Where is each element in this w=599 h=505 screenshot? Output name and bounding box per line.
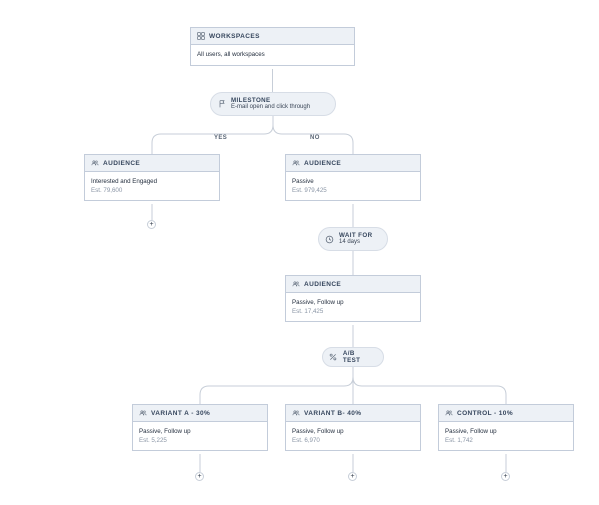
node-header: AUDIENCE — [286, 276, 420, 293]
clock-icon — [325, 235, 334, 244]
audience-icon — [91, 159, 99, 167]
node-body-line1: Passive, Follow up — [292, 428, 414, 437]
audience-icon — [445, 409, 453, 417]
node-title: AUDIENCE — [304, 281, 341, 288]
branch-label: NO — [310, 135, 320, 141]
node-header: WORKSPACES — [191, 28, 354, 45]
node-audYes[interactable]: AUDIENCE Interested and EngagedEst. 79,60… — [84, 154, 220, 201]
node-audFollow[interactable]: AUDIENCE Passive, Follow upEst. 17,425 — [285, 275, 421, 322]
node-header: VARIANT B- 40% — [286, 405, 420, 422]
node-header: VARIANT A - 30% — [133, 405, 267, 422]
node-title: VARIANT B- 40% — [304, 410, 362, 417]
workspaces-icon — [197, 32, 205, 40]
pill-milestone[interactable]: MILESTONEE-mail open and click through — [210, 92, 336, 116]
node-header: CONTROL - 10% — [439, 405, 573, 422]
audience-icon — [292, 409, 300, 417]
node-title: WORKSPACES — [209, 33, 260, 40]
node-body-line2: Est. 5,225 — [139, 437, 261, 446]
node-body-line1: Passive — [292, 178, 414, 187]
node-body-line2: Est. 979,425 — [292, 187, 414, 196]
pill-abtest[interactable]: A/B TEST — [322, 347, 384, 367]
flag-icon — [217, 100, 226, 109]
node-body-line1: All users, all workspaces — [197, 51, 348, 60]
node-control[interactable]: CONTROL - 10% Passive, Follow upEst. 1,74… — [438, 404, 574, 451]
node-header: AUDIENCE — [286, 155, 420, 172]
node-body-line2: Est. 17,425 — [292, 308, 414, 317]
pill-title: A/B TEST — [343, 350, 374, 365]
add-step-button[interactable]: + — [147, 220, 156, 229]
pill-text: MILESTONEE-mail open and click through — [231, 97, 310, 112]
node-body-line1: Passive, Follow up — [292, 299, 414, 308]
node-audNo[interactable]: AUDIENCE PassiveEst. 979,425 — [285, 154, 421, 201]
pill-text: A/B TEST — [343, 350, 374, 365]
add-step-button[interactable]: + — [348, 472, 357, 481]
pill-wait[interactable]: WAIT FOR14 days — [318, 227, 388, 251]
audience-icon — [292, 159, 300, 167]
pill-title: MILESTONE — [231, 97, 310, 104]
audience-icon — [292, 280, 300, 288]
audience-icon — [139, 409, 147, 417]
node-title: AUDIENCE — [304, 160, 341, 167]
node-body: All users, all workspaces — [191, 45, 354, 65]
add-step-button[interactable]: + — [501, 472, 510, 481]
node-body-line2: Est. 1,742 — [445, 437, 567, 446]
node-varB[interactable]: VARIANT B- 40% Passive, Follow upEst. 6,9… — [285, 404, 421, 451]
node-body: Passive, Follow upEst. 5,225 — [133, 422, 267, 450]
node-body-line2: Est. 79,600 — [91, 187, 213, 196]
node-body: Passive, Follow upEst. 17,425 — [286, 293, 420, 321]
node-body-line2: Est. 6,970 — [292, 437, 414, 446]
branch-label: YES — [214, 135, 227, 141]
pill-subtitle: 14 days — [339, 239, 372, 246]
node-body-line1: Interested and Engaged — [91, 178, 213, 187]
node-body-line1: Passive, Follow up — [139, 428, 261, 437]
node-title: CONTROL - 10% — [457, 410, 513, 417]
node-header: AUDIENCE — [85, 155, 219, 172]
node-body-line1: Passive, Follow up — [445, 428, 567, 437]
node-varA[interactable]: VARIANT A - 30% Passive, Follow upEst. 5,… — [132, 404, 268, 451]
node-title: VARIANT A - 30% — [151, 410, 210, 417]
pill-subtitle: E-mail open and click through — [231, 104, 310, 111]
flowchart-canvas: WORKSPACES All users, all workspaces MILES… — [0, 0, 599, 505]
add-step-button[interactable]: + — [195, 472, 204, 481]
percent-icon — [329, 353, 338, 362]
node-body: Passive, Follow upEst. 1,742 — [439, 422, 573, 450]
node-workspaces[interactable]: WORKSPACES All users, all workspaces — [190, 27, 355, 66]
pill-text: WAIT FOR14 days — [339, 232, 372, 247]
node-body: Passive, Follow upEst. 6,970 — [286, 422, 420, 450]
pill-title: WAIT FOR — [339, 232, 372, 239]
node-title: AUDIENCE — [103, 160, 140, 167]
node-body: PassiveEst. 979,425 — [286, 172, 420, 200]
node-body: Interested and EngagedEst. 79,600 — [85, 172, 219, 200]
